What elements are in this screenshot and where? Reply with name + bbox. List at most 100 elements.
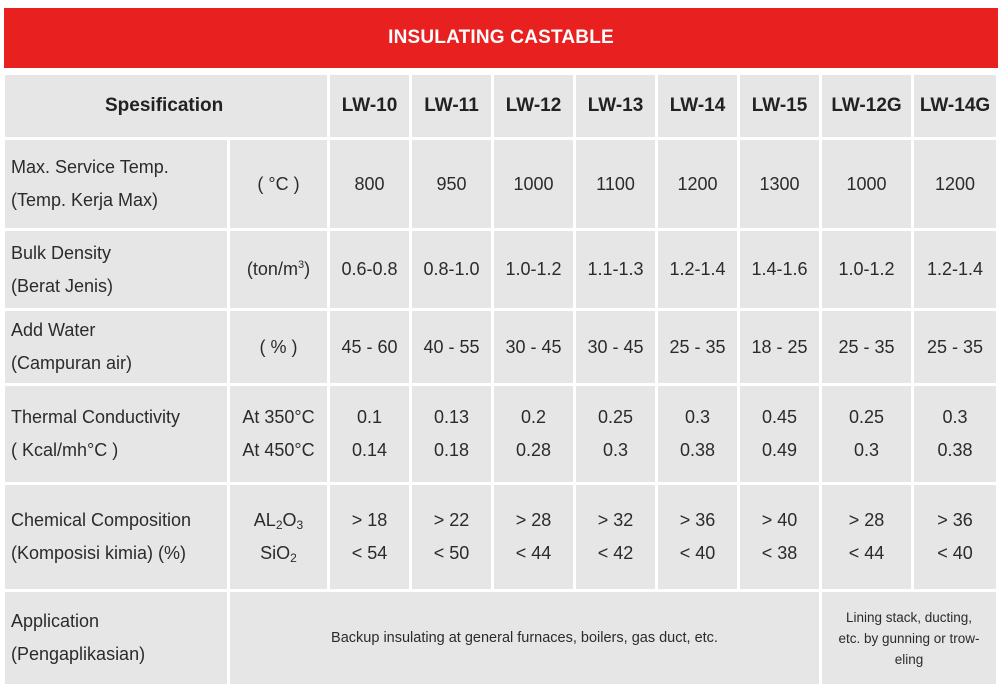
value-cell: > 36 < 40 — [914, 485, 996, 589]
value-450: 0.38 — [679, 440, 716, 460]
unit-cell: AL2O3 SiO2 — [230, 485, 327, 589]
param-name: Application (Pengaplikasian) — [5, 592, 227, 684]
value-al2o3: > 32 — [597, 510, 634, 530]
value-sio2: < 42 — [597, 543, 634, 563]
value-cell: 800 — [330, 140, 409, 228]
value-cell: 1200 — [914, 140, 996, 228]
value-350: 0.3 — [684, 407, 711, 427]
grade-header: LW-14 — [658, 75, 737, 137]
value-cell: 0.25 0.3 — [822, 386, 911, 482]
row-application: Application (Pengaplikasian) Backup insu… — [5, 592, 996, 684]
value-cell: 1100 — [576, 140, 655, 228]
unit-superscript: 3 — [297, 259, 305, 271]
value-cell: > 28 < 44 — [822, 485, 911, 589]
param-name-line1: Chemical Composition — [11, 510, 192, 530]
value-450: 0.3 — [602, 440, 629, 460]
formula-subscript: 2 — [275, 518, 283, 532]
value-al2o3: > 22 — [433, 510, 470, 530]
value-cell: 1000 — [822, 140, 911, 228]
grade-header: LW-14G — [914, 75, 996, 137]
value-sio2: < 50 — [433, 543, 470, 563]
application-special: Lining stack, ducting, etc. by gunning o… — [822, 592, 996, 684]
param-name-line2: (Pengaplikasian) — [11, 644, 146, 664]
value-al2o3: > 18 — [351, 510, 388, 530]
param-name-line1: Application — [11, 611, 100, 631]
value-cell: 1.0-1.2 — [494, 231, 573, 308]
value-450: 0.14 — [351, 440, 388, 460]
value-cell: > 18 < 54 — [330, 485, 409, 589]
value-cell: > 40 < 38 — [740, 485, 819, 589]
grade-header: LW-11 — [412, 75, 491, 137]
value-cell: 1.4-1.6 — [740, 231, 819, 308]
value-cell: 1.0-1.2 — [822, 231, 911, 308]
value-sio2: < 54 — [351, 543, 388, 563]
value-sio2: < 38 — [761, 543, 798, 563]
value-cell: 25 - 35 — [822, 311, 911, 383]
value-cell: 0.3 0.38 — [658, 386, 737, 482]
param-name-line2: (Temp. Kerja Max) — [11, 190, 159, 210]
value-cell: 30 - 45 — [494, 311, 573, 383]
unit-line2: At 450°C — [242, 440, 315, 460]
value-sio2: < 40 — [937, 543, 973, 563]
param-name: Thermal Conductivity ( Kcal/mh°C ) — [5, 386, 227, 482]
value-cell: 0.3 0.38 — [914, 386, 996, 482]
param-name-line1: Bulk Density — [11, 242, 112, 263]
application-special-line1: Lining stack, ducting, — [845, 609, 973, 625]
param-name-line2: (Campuran air) — [11, 353, 133, 373]
value-350: 0.25 — [597, 407, 634, 427]
param-name-line2: (Berat Jenis) — [11, 275, 114, 296]
formula-subscript: 2 — [290, 551, 297, 565]
row-thermal-conductivity: Thermal Conductivity ( Kcal/mh°C ) At 35… — [5, 386, 996, 482]
application-special-line3: eling — [894, 651, 924, 667]
value-cell: > 32 < 42 — [576, 485, 655, 589]
value-al2o3: > 36 — [937, 510, 973, 530]
value-cell: 1300 — [740, 140, 819, 228]
value-cell: 30 - 45 — [576, 311, 655, 383]
value-cell: 0.2 0.28 — [494, 386, 573, 482]
value-450: 0.28 — [515, 440, 552, 460]
value-350: 0.13 — [433, 407, 470, 427]
value-cell: > 36 < 40 — [658, 485, 737, 589]
row-bulk-density: Bulk Density (Berat Jenis) (ton/m3) 0.6-… — [5, 231, 996, 308]
value-cell: 1200 — [658, 140, 737, 228]
value-cell: 18 - 25 — [740, 311, 819, 383]
unit-cell: ( °C ) — [230, 140, 327, 228]
value-al2o3: > 36 — [679, 510, 716, 530]
param-name: Max. Service Temp. (Temp. Kerja Max) — [5, 140, 227, 228]
formula-part: SiO — [260, 543, 291, 563]
row-chemical-composition: Chemical Composition (Komposisi kimia) (… — [5, 485, 996, 589]
table-title: INSULATING CASTABLE — [4, 8, 998, 68]
value-sio2: < 44 — [515, 543, 552, 563]
value-al2o3: > 28 — [848, 510, 885, 530]
application-general: Backup insulating at general furnaces, b… — [230, 592, 819, 684]
grade-header: LW-12G — [822, 75, 911, 137]
value-sio2: < 40 — [679, 543, 716, 563]
unit-close: ) — [304, 259, 311, 279]
value-450: 0.3 — [853, 440, 880, 460]
param-name-line1: Add Water — [11, 320, 96, 340]
formula-part: AL — [253, 510, 276, 530]
spec-header: Spesification — [5, 75, 327, 137]
value-350: 0.45 — [761, 407, 798, 427]
value-cell: 950 — [412, 140, 491, 228]
grade-header: LW-15 — [740, 75, 819, 137]
value-cell: 1000 — [494, 140, 573, 228]
value-cell: 0.8-1.0 — [412, 231, 491, 308]
value-cell: 40 - 55 — [412, 311, 491, 383]
value-450: 0.49 — [761, 440, 798, 460]
param-name-line1: Max. Service Temp. — [11, 157, 169, 177]
value-350: 0.25 — [848, 407, 885, 427]
value-sio2: < 44 — [848, 543, 885, 563]
value-cell: > 28 < 44 — [494, 485, 573, 589]
value-cell: 45 - 60 — [330, 311, 409, 383]
param-name-line2: (Komposisi kimia) (%) — [11, 543, 187, 563]
param-name-line2: ( Kcal/mh°C ) — [11, 440, 119, 460]
value-cell: 25 - 35 — [914, 311, 996, 383]
value-350: 0.1 — [356, 407, 383, 427]
param-name: Chemical Composition (Komposisi kimia) (… — [5, 485, 227, 589]
param-name-line1: Thermal Conductivity — [11, 407, 181, 427]
value-350: 0.2 — [520, 407, 547, 427]
unit-sio2: SiO2 — [230, 537, 327, 570]
value-cell: 0.13 0.18 — [412, 386, 491, 482]
